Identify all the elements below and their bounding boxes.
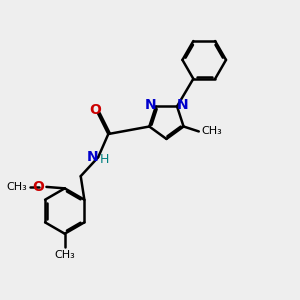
Text: O: O	[32, 180, 44, 194]
Text: CH₃: CH₃	[201, 126, 222, 136]
Text: N: N	[87, 150, 99, 164]
Text: N: N	[176, 98, 188, 112]
Text: CH₃: CH₃	[54, 250, 75, 260]
Text: CH₃: CH₃	[6, 182, 27, 192]
Text: O: O	[89, 103, 101, 117]
Text: H: H	[100, 153, 109, 166]
Text: N: N	[145, 98, 156, 112]
